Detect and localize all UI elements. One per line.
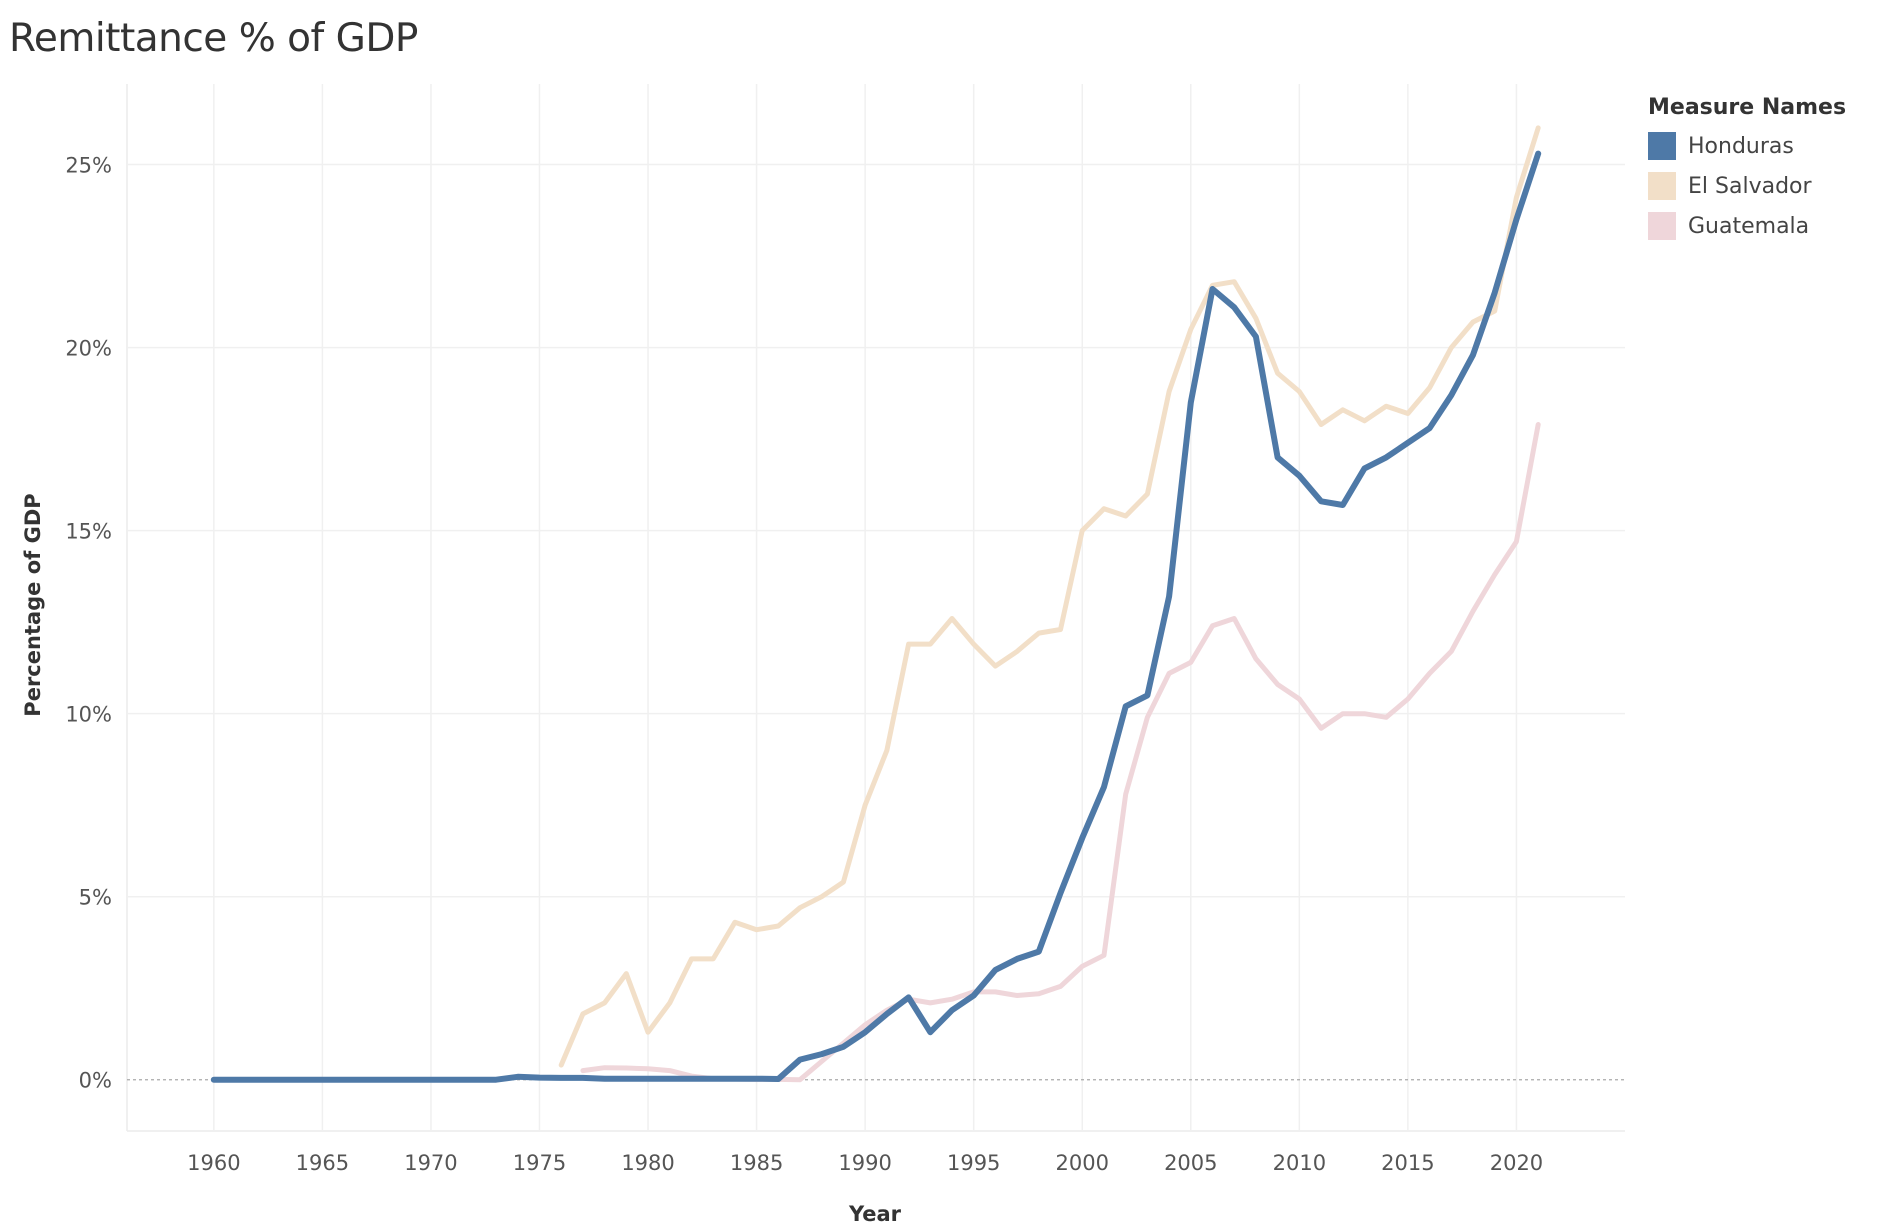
x-tick-label: 1990 — [838, 1151, 891, 1175]
legend-swatch-el-salvador — [1648, 172, 1676, 200]
legend-label-guatemala: Guatemala — [1688, 213, 1810, 239]
y-tick-label: 5% — [79, 886, 112, 910]
y-axis-title: Percentage of GDP — [21, 493, 45, 716]
x-tick-label: 1970 — [404, 1151, 457, 1175]
legend-item-guatemala[interactable]: Guatemala — [1648, 206, 1846, 246]
y-tick-label: 25% — [65, 154, 112, 178]
legend-item-honduras[interactable]: Honduras — [1648, 126, 1846, 166]
series-line-honduras[interactable] — [210, 150, 1542, 1083]
x-tick-label: 2015 — [1381, 1151, 1434, 1175]
axis-ticks: 1960 1965 1970 1975 1980 1985 1990 1995 2000 2005… — [65, 154, 1543, 1175]
y-tick-label: 0% — [79, 1069, 112, 1093]
grid-lines — [126, 84, 1625, 1132]
chart-title: Remittance % of GDP — [9, 16, 418, 61]
legend-label-honduras: Honduras — [1688, 133, 1794, 159]
x-tick-label: 1975 — [513, 1151, 566, 1175]
legend-title: Measure Names — [1648, 95, 1847, 120]
x-tick-label: 1965 — [296, 1151, 349, 1175]
x-tick-label: 2020 — [1490, 1151, 1543, 1175]
series-lines — [210, 125, 1542, 1083]
x-tick-label: 2010 — [1273, 1151, 1326, 1175]
y-tick-label: 10% — [65, 703, 112, 727]
legend-swatch-guatemala — [1648, 212, 1676, 240]
legend-item-el-salvador[interactable]: El Salvador — [1648, 166, 1846, 206]
x-tick-label: 1980 — [621, 1151, 674, 1175]
series-line-el-salvador[interactable] — [558, 125, 1541, 1068]
y-tick-label: 20% — [65, 337, 112, 361]
x-tick-label: 1960 — [187, 1151, 240, 1175]
legend-label-el-salvador: El Salvador — [1688, 173, 1812, 199]
x-tick-label: 2000 — [1056, 1151, 1109, 1175]
y-tick-label: 15% — [65, 520, 112, 544]
x-tick-label: 2005 — [1164, 1151, 1217, 1175]
x-tick-label: 1985 — [730, 1151, 783, 1175]
x-tick-label: 1995 — [947, 1151, 1000, 1175]
x-axis-title: Year — [848, 1202, 902, 1226]
legend-swatch-honduras — [1648, 132, 1676, 160]
series-line-guatemala[interactable] — [580, 422, 1541, 1083]
legend: Measure Names Honduras El Salvador Guate… — [1648, 95, 1846, 246]
